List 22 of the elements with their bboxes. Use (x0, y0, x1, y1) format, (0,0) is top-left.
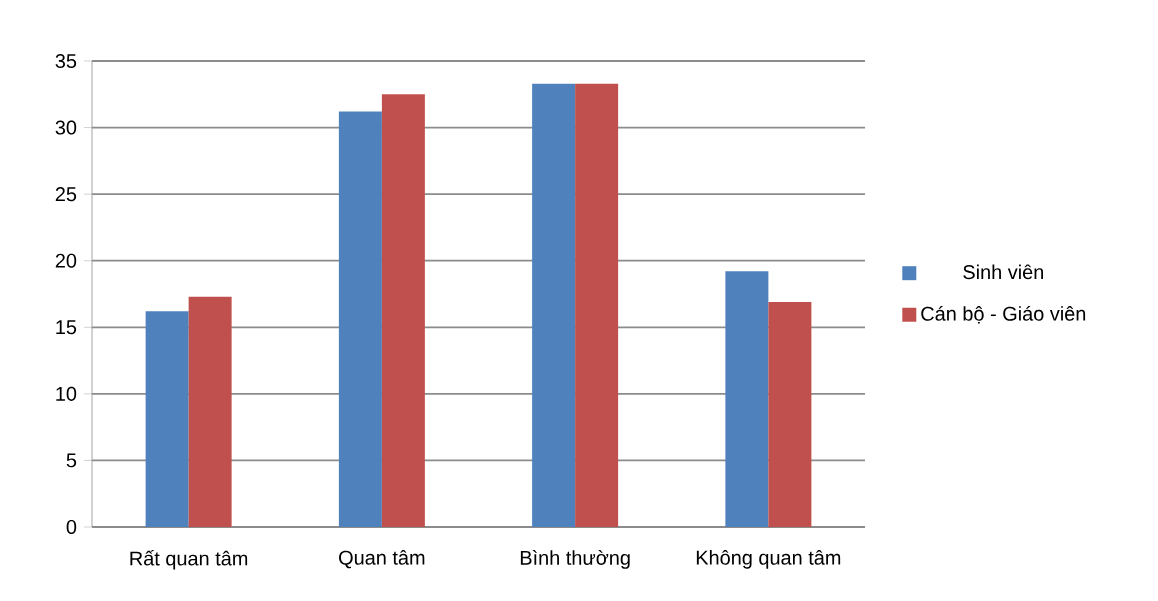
y-tick-label: 10 (56, 386, 77, 401)
y-tick-label: 15 (56, 320, 77, 335)
bar (145, 311, 189, 527)
y-tick-label: 20 (55, 253, 77, 268)
y-tick-label: 25 (55, 187, 77, 202)
x-tick-label: Bình thường (520, 550, 630, 569)
bar (575, 83, 619, 527)
y-tick-label: 0 (66, 519, 77, 535)
y-tick-label: 35 (55, 53, 77, 69)
legend-label: Sinh viên (963, 264, 1043, 280)
bar (725, 271, 769, 527)
legend-label: Cán bộ - Giáo viên (921, 305, 1086, 324)
x-tick-label: Quan tâm (339, 550, 425, 569)
bar (188, 296, 232, 527)
y-tick-label: 5 (66, 453, 77, 468)
bar (338, 111, 382, 527)
bar (381, 94, 425, 527)
bar (768, 301, 812, 527)
x-tick-label: Rất quan tâm (130, 550, 248, 570)
y-tick-label: 30 (55, 120, 77, 135)
bar (532, 83, 576, 527)
x-tick-label: Không quan tâm (696, 550, 841, 569)
